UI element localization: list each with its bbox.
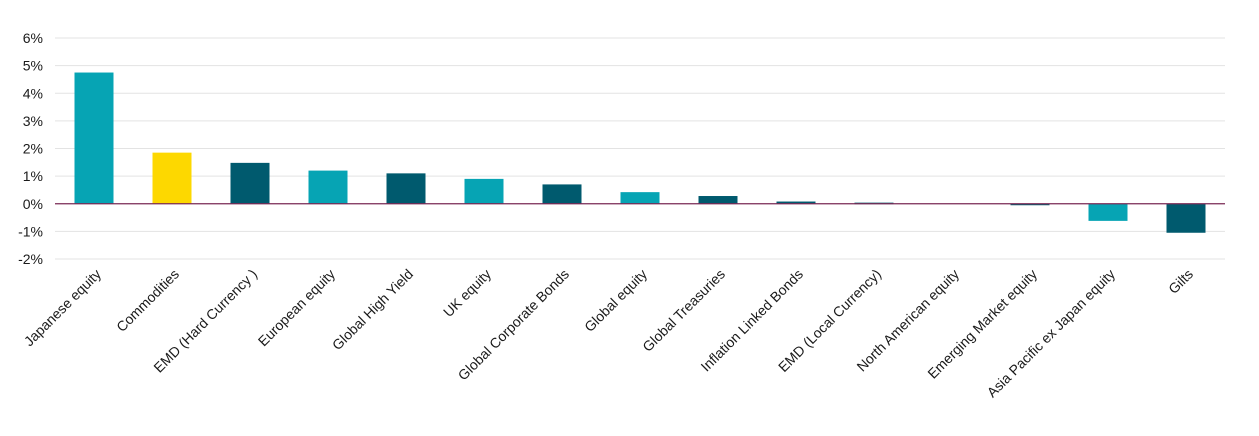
y-tick-label: 3% bbox=[23, 113, 43, 129]
category-label: UK equity bbox=[440, 266, 494, 320]
bar bbox=[152, 152, 192, 204]
bar bbox=[1166, 203, 1206, 233]
y-axis-tick-labels: -2% -1% 0% 1% 2% 3% 4% 5% 6% bbox=[18, 30, 43, 267]
bar bbox=[464, 178, 504, 204]
category-label: European equity bbox=[255, 266, 338, 349]
y-tick-label: 1% bbox=[23, 168, 43, 184]
bar bbox=[74, 72, 114, 204]
y-tick-label: 5% bbox=[23, 58, 43, 74]
category-label: Global Treasuries bbox=[639, 266, 728, 355]
bar bbox=[620, 192, 660, 204]
category-label: Asia Pacific ex Japan equity bbox=[984, 266, 1119, 401]
category-label: Gilts bbox=[1165, 266, 1196, 297]
bar bbox=[230, 162, 270, 204]
y-tick-label: 6% bbox=[23, 30, 43, 46]
bar bbox=[1088, 203, 1128, 221]
bars bbox=[74, 72, 1206, 233]
bar bbox=[698, 196, 738, 204]
y-tick-label: -2% bbox=[18, 251, 43, 267]
bar bbox=[386, 173, 426, 204]
y-tick-label: 4% bbox=[23, 85, 43, 101]
category-label: Global equity bbox=[581, 266, 650, 335]
category-label: Global High Yield bbox=[329, 266, 416, 353]
bar bbox=[776, 201, 816, 204]
y-tick-label: 2% bbox=[23, 141, 43, 157]
gridlines bbox=[55, 37, 1225, 260]
y-tick-label: 0% bbox=[23, 196, 43, 212]
category-label: Japanese equity bbox=[21, 266, 104, 349]
category-label: Commodities bbox=[113, 266, 182, 335]
bar bbox=[1010, 203, 1050, 206]
bar bbox=[542, 184, 582, 204]
bar bbox=[308, 170, 348, 204]
y-tick-label: -1% bbox=[18, 223, 43, 239]
